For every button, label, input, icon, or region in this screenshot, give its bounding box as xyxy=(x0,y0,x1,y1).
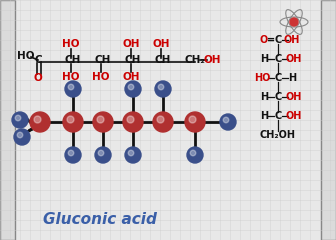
FancyBboxPatch shape xyxy=(321,0,336,240)
Text: CH: CH xyxy=(125,55,141,65)
Text: OH: OH xyxy=(286,92,302,102)
Text: CH₂OH: CH₂OH xyxy=(260,130,296,140)
Text: OH: OH xyxy=(122,39,140,49)
Circle shape xyxy=(220,114,236,130)
Text: HO: HO xyxy=(62,72,80,82)
Circle shape xyxy=(128,84,134,90)
Circle shape xyxy=(63,112,83,132)
Text: H: H xyxy=(260,54,268,64)
Text: OH: OH xyxy=(122,72,140,82)
Circle shape xyxy=(158,84,164,90)
Text: HO: HO xyxy=(62,39,80,49)
Circle shape xyxy=(123,112,143,132)
Circle shape xyxy=(155,81,171,97)
Circle shape xyxy=(95,147,111,163)
Circle shape xyxy=(125,147,141,163)
Text: C: C xyxy=(275,111,282,121)
Circle shape xyxy=(290,18,298,26)
Circle shape xyxy=(65,147,81,163)
Circle shape xyxy=(98,150,104,156)
Text: H: H xyxy=(288,73,296,83)
Text: C: C xyxy=(34,55,42,65)
Text: CH: CH xyxy=(65,55,81,65)
Text: OH: OH xyxy=(203,55,221,65)
Text: H: H xyxy=(260,92,268,102)
Text: HO: HO xyxy=(17,51,35,61)
Circle shape xyxy=(14,129,30,145)
Text: =: = xyxy=(267,35,275,45)
FancyBboxPatch shape xyxy=(0,0,15,240)
Circle shape xyxy=(125,81,141,97)
Text: HO: HO xyxy=(92,72,110,82)
Circle shape xyxy=(30,112,50,132)
Circle shape xyxy=(65,81,81,97)
Text: OH: OH xyxy=(284,35,300,45)
Circle shape xyxy=(189,116,196,123)
Text: CH₂: CH₂ xyxy=(184,55,205,65)
Circle shape xyxy=(17,132,23,138)
Circle shape xyxy=(93,112,113,132)
Circle shape xyxy=(223,117,229,123)
Text: O: O xyxy=(260,35,268,45)
Circle shape xyxy=(157,116,164,123)
Circle shape xyxy=(68,150,74,156)
Circle shape xyxy=(68,84,74,90)
Text: OH: OH xyxy=(286,111,302,121)
Circle shape xyxy=(153,112,173,132)
Circle shape xyxy=(128,150,134,156)
Text: C: C xyxy=(275,54,282,64)
Circle shape xyxy=(97,116,104,123)
Text: C: C xyxy=(275,35,282,45)
Circle shape xyxy=(190,150,196,156)
Circle shape xyxy=(15,115,21,121)
Text: CH: CH xyxy=(155,55,171,65)
Circle shape xyxy=(67,116,74,123)
Text: C: C xyxy=(275,73,282,83)
Circle shape xyxy=(185,112,205,132)
Text: OH: OH xyxy=(152,39,170,49)
Text: CH: CH xyxy=(95,55,111,65)
Text: Gluconic acid: Gluconic acid xyxy=(43,212,157,228)
Text: HO: HO xyxy=(254,73,270,83)
Text: O: O xyxy=(34,73,42,83)
Circle shape xyxy=(34,116,41,123)
Text: C: C xyxy=(275,92,282,102)
Circle shape xyxy=(127,116,134,123)
Text: OH: OH xyxy=(286,54,302,64)
Circle shape xyxy=(12,112,28,128)
Circle shape xyxy=(187,147,203,163)
Text: H: H xyxy=(260,111,268,121)
